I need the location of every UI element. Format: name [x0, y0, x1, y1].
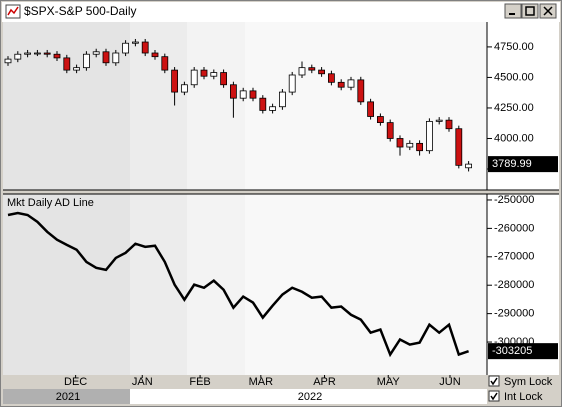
x-tick-label: APR	[313, 376, 336, 388]
x-tick-label: MAR	[249, 376, 274, 388]
last-value-label: -303205	[492, 345, 532, 357]
y-tick-label: 4500.00	[494, 71, 534, 83]
year-label: 2022	[298, 391, 322, 403]
candle-body	[112, 52, 120, 64]
minimize-button[interactable]	[504, 3, 522, 19]
candle-body	[347, 79, 355, 88]
candle-body	[171, 69, 179, 93]
checkbox[interactable]	[488, 390, 500, 402]
y-tick-label: -260000	[494, 222, 534, 234]
candle-body	[386, 122, 394, 139]
candle-body	[73, 67, 80, 71]
candle-body	[327, 73, 335, 83]
price-axis	[487, 22, 559, 375]
panel-background	[187, 22, 245, 190]
candle-body	[298, 67, 306, 76]
ad-line	[7, 211, 470, 358]
candle-body	[141, 41, 149, 54]
candle-body	[425, 120, 433, 152]
candle-body	[43, 52, 51, 55]
x-tick-label: MAY	[377, 376, 401, 388]
candle-body	[445, 119, 453, 130]
x-tick-label: JAN	[132, 376, 153, 388]
title-bar	[2, 2, 560, 22]
plots: Mkt Daily AD Line	[3, 22, 487, 375]
candle-body	[406, 142, 414, 148]
y-tick-label: -270000	[494, 251, 534, 263]
candle-body	[24, 52, 32, 55]
candle-body	[180, 84, 188, 93]
control-label: Sym Lock	[504, 376, 553, 388]
candle-body	[4, 58, 12, 64]
candle-body	[278, 91, 286, 108]
candle-body	[465, 163, 473, 169]
checkbox[interactable]	[488, 375, 500, 387]
y-tick-label: 4000.00	[494, 132, 534, 144]
window-icon-line	[7, 6, 19, 16]
panel-background	[3, 194, 130, 375]
candle-body	[318, 69, 326, 75]
candle-body	[357, 79, 365, 103]
candle-body	[161, 56, 169, 71]
last-price-label: 3789.99	[492, 158, 532, 170]
y-tick-label: 4750.00	[494, 41, 534, 53]
candle-body	[210, 72, 218, 77]
candle-body	[337, 81, 345, 88]
candle-body	[53, 53, 61, 59]
candle-body	[308, 67, 316, 71]
year-bar-2021	[3, 389, 130, 404]
candle-body	[249, 90, 257, 99]
candle-body	[122, 42, 129, 54]
year-label: 2021	[56, 391, 80, 403]
candle-body	[131, 41, 139, 44]
candle-body	[229, 84, 237, 99]
x-tick-label: JUN	[439, 376, 460, 388]
candle-body	[288, 74, 296, 93]
last-value-box	[488, 343, 558, 360]
panel-background	[245, 194, 487, 375]
candle-body	[239, 90, 247, 99]
candle-body	[220, 72, 228, 86]
checkmark	[490, 377, 498, 386]
x-tick-label: DEC	[64, 376, 87, 388]
candle-body	[151, 52, 159, 58]
maximize-icon	[525, 6, 535, 16]
panel-background	[130, 22, 187, 190]
candle-body	[200, 69, 208, 77]
candle-body	[396, 138, 404, 148]
window-title: $SPX-S&P 500-Daily	[24, 4, 137, 18]
month-bar	[3, 375, 487, 389]
window-buttons[interactable]	[504, 3, 557, 19]
y-tick-label: -250000	[494, 194, 534, 206]
panel-divider	[3, 190, 559, 194]
candle-body	[92, 51, 100, 55]
candle-body	[83, 53, 90, 69]
candle-body	[34, 52, 41, 55]
y-tick-label: 4250.00	[494, 102, 534, 114]
candle-body	[367, 101, 375, 117]
candle-body	[269, 106, 277, 111]
y-tick-label: -280000	[494, 279, 534, 291]
candle-body	[435, 119, 443, 122]
candle-body	[259, 97, 267, 111]
panel-background	[130, 194, 187, 375]
candle-body	[455, 128, 463, 166]
last-price-box	[488, 156, 558, 173]
panel-background	[3, 22, 130, 190]
candle-body	[63, 57, 71, 71]
x-tick-label: FEB	[189, 376, 210, 388]
candle-body	[416, 142, 424, 152]
panel-title: Mkt Daily AD Line	[7, 197, 94, 209]
maximize-button[interactable]	[521, 3, 539, 19]
close-icon	[543, 6, 553, 16]
candle-body	[102, 51, 110, 64]
control-label: Int Lock	[504, 391, 543, 403]
y-tick-label: -290000	[494, 308, 534, 320]
candle-body	[376, 116, 384, 124]
candle-body	[190, 69, 198, 86]
year-bar-2022	[130, 389, 487, 404]
checkmark	[490, 392, 498, 401]
candle-body	[14, 53, 22, 60]
